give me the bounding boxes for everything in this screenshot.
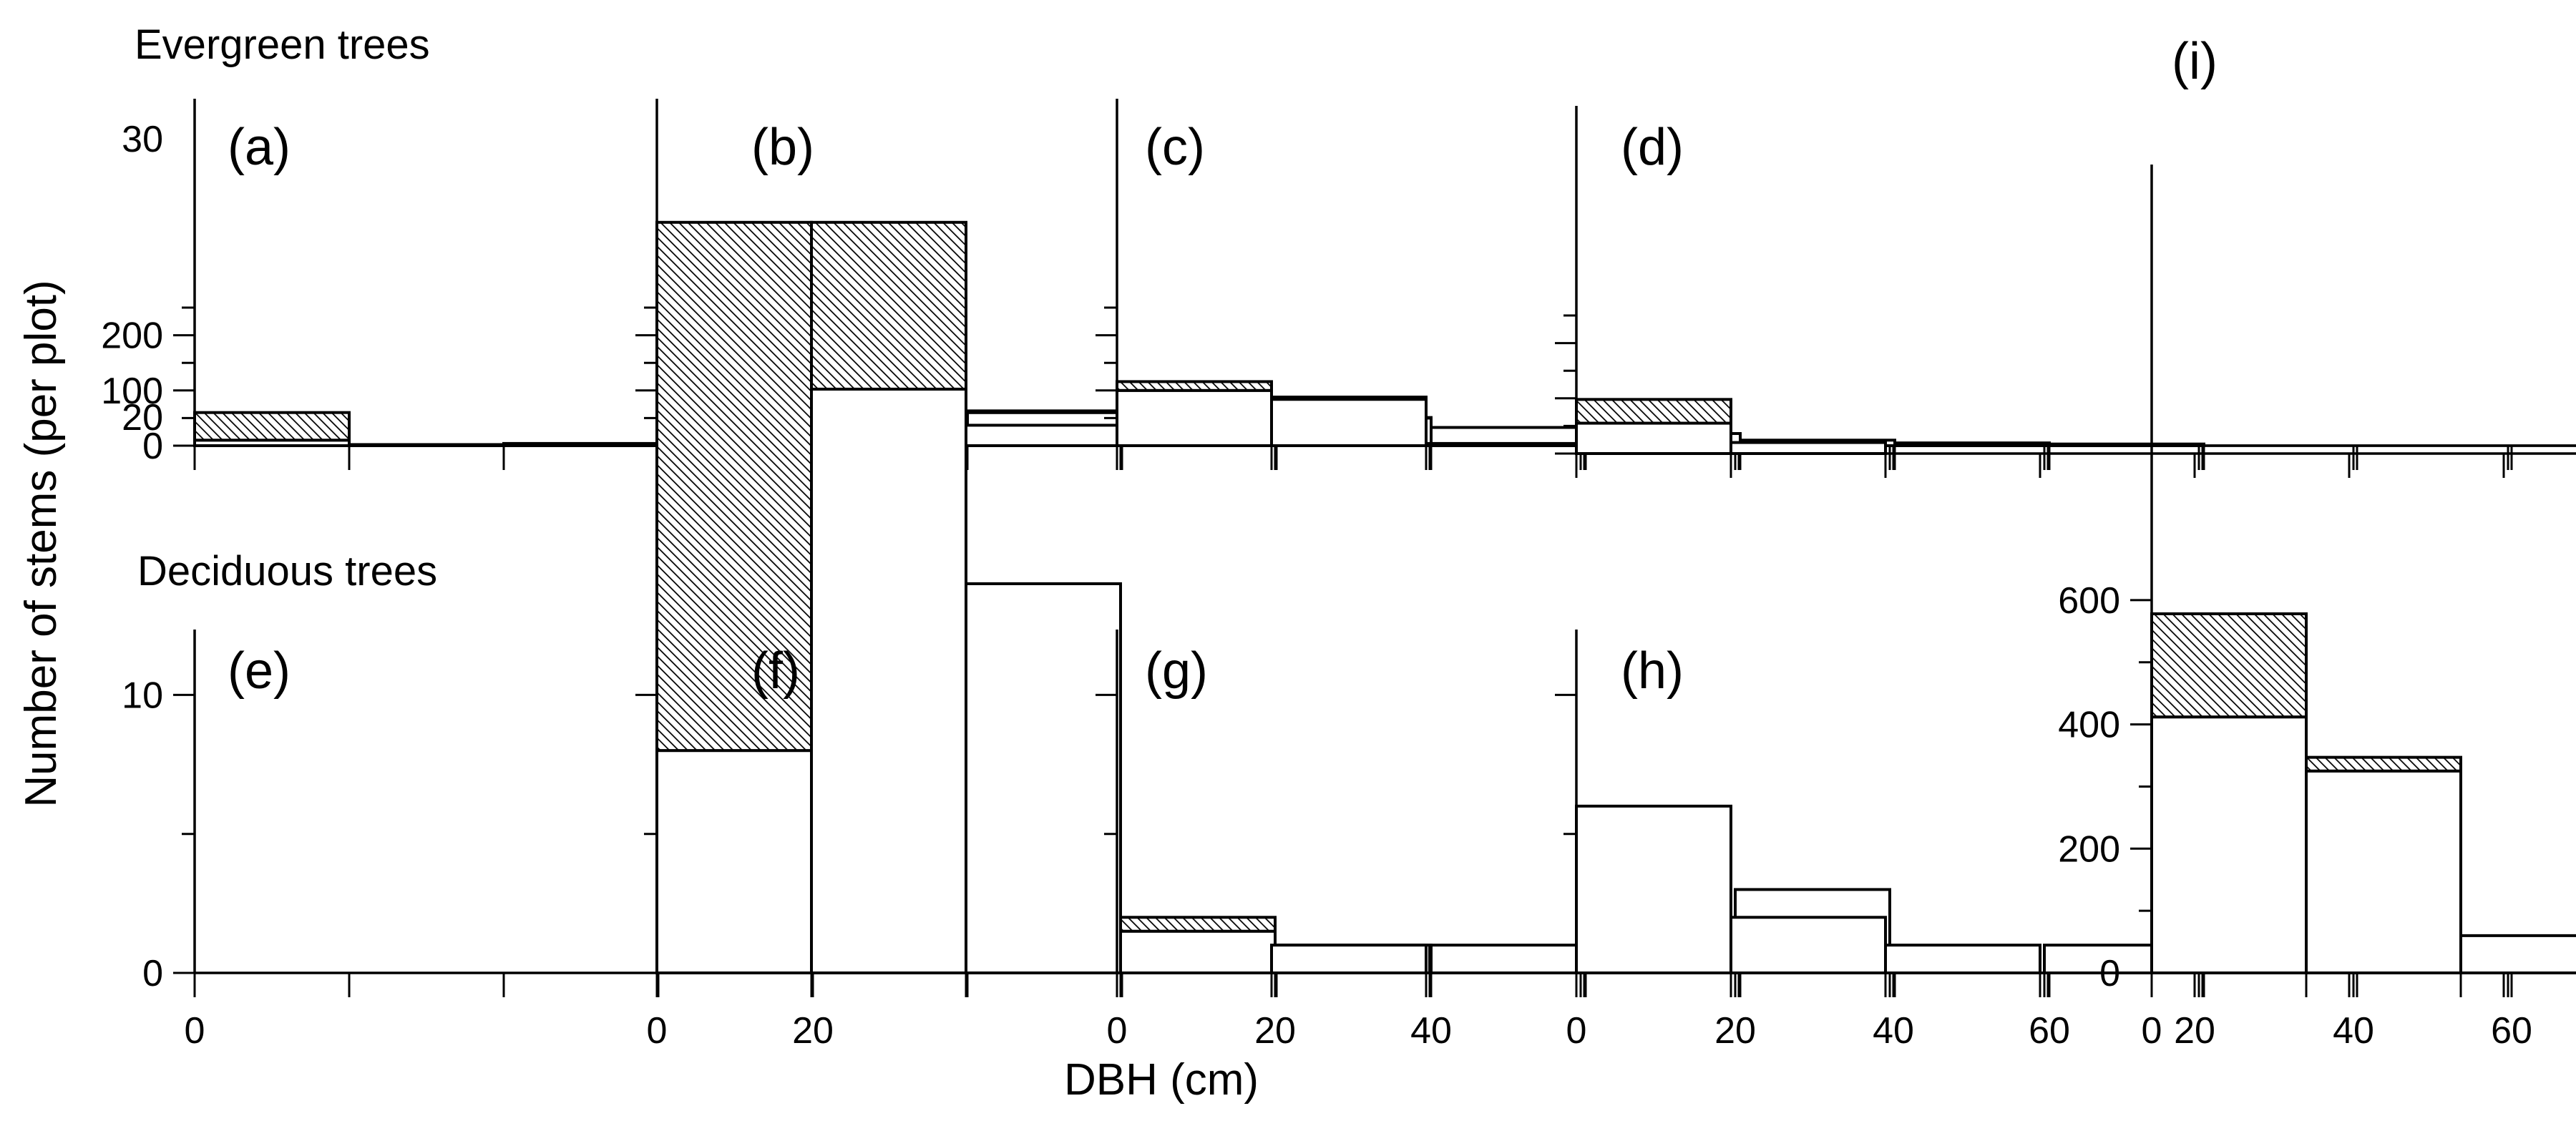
bar-open — [655, 749, 813, 974]
y-tick-label: 10 — [122, 675, 163, 716]
y-tick-label: 200 — [101, 315, 163, 357]
y-tick-label: 200 — [2058, 828, 2120, 870]
bar-hatched — [1575, 398, 1732, 425]
panel-d: (d) — [1555, 106, 2576, 478]
x-tick-label: 20 — [792, 1010, 834, 1052]
bar-hatched — [2305, 755, 2462, 773]
panel-label: (f) — [751, 642, 800, 700]
bar-open — [1575, 804, 1732, 974]
bar-hatched — [2150, 612, 2308, 719]
x-tick-label: 20 — [1254, 1010, 1296, 1052]
panel-label: (c) — [1145, 119, 1205, 176]
bar-open — [2305, 769, 2462, 975]
row-label-deciduous: Deciduous trees — [137, 548, 437, 594]
bar-hatched — [810, 220, 967, 391]
bar-hatched — [1116, 380, 1273, 392]
bar-open — [1729, 441, 1887, 455]
bar-hatched — [966, 409, 1123, 414]
y-tick-label: 0 — [142, 953, 163, 994]
panel-i: 02040600200400600(i) — [2058, 33, 2576, 1052]
bar-open — [2150, 715, 2308, 974]
panel-label: (d) — [1621, 119, 1684, 176]
y-tick-label: 30 — [122, 119, 163, 160]
x-axis-label: DBH (cm) — [1064, 1055, 1259, 1105]
bar-open — [1270, 944, 1428, 975]
bar-open — [1116, 388, 1273, 447]
y-tick-label: 400 — [2058, 705, 2120, 746]
bar-hatched — [655, 220, 813, 753]
x-tick-label: 40 — [1873, 1010, 1914, 1052]
bar-open — [1575, 421, 1732, 455]
panel-label: (i) — [2172, 33, 2218, 90]
panel-label: (a) — [228, 119, 291, 176]
x-tick-label: 20 — [2174, 1010, 2215, 1052]
x-tick-label: 0 — [185, 1010, 205, 1052]
x-tick-label: 0 — [647, 1010, 668, 1052]
bar-open — [1729, 916, 1887, 975]
panel-label: (b) — [751, 119, 814, 176]
y-tick-label: 20 — [122, 397, 163, 439]
bar-open — [1119, 929, 1277, 974]
bar-open — [2459, 934, 2576, 975]
y-tick-label: 0 — [2099, 953, 2120, 994]
y-axis-label: Number of stems (per plot) — [16, 280, 66, 807]
y-tick-label: 100 — [101, 371, 163, 412]
x-tick-label: 60 — [2491, 1010, 2532, 1052]
bar-hatched — [1270, 396, 1428, 401]
x-tick-label: 0 — [2142, 1010, 2162, 1052]
y-tick-label: 0 — [142, 426, 163, 467]
bar-open — [810, 387, 967, 974]
bar-hatched — [193, 411, 351, 442]
panel-label: (h) — [1621, 642, 1684, 700]
panel-label: (g) — [1145, 642, 1208, 700]
bar-open — [1430, 944, 1587, 975]
bar-open — [1884, 944, 2041, 975]
bar-hatched — [1119, 916, 1277, 933]
bar-open — [965, 424, 1122, 447]
panel-c: (c) — [1096, 99, 2576, 470]
row-label-evergreen: Evergreen trees — [135, 21, 430, 68]
x-tick-label: 0 — [1107, 1010, 1128, 1052]
y-tick-label: 600 — [2058, 580, 2120, 622]
x-tick-label: 20 — [1714, 1010, 1756, 1052]
panel-label: (e) — [228, 642, 291, 700]
x-tick-label: 0 — [1566, 1010, 1587, 1052]
x-tick-label: 60 — [2029, 1010, 2070, 1052]
bar-open — [965, 582, 1122, 974]
x-tick-label: 40 — [2333, 1010, 2374, 1052]
bar-open — [1270, 398, 1428, 447]
x-tick-label: 40 — [1410, 1010, 1452, 1052]
